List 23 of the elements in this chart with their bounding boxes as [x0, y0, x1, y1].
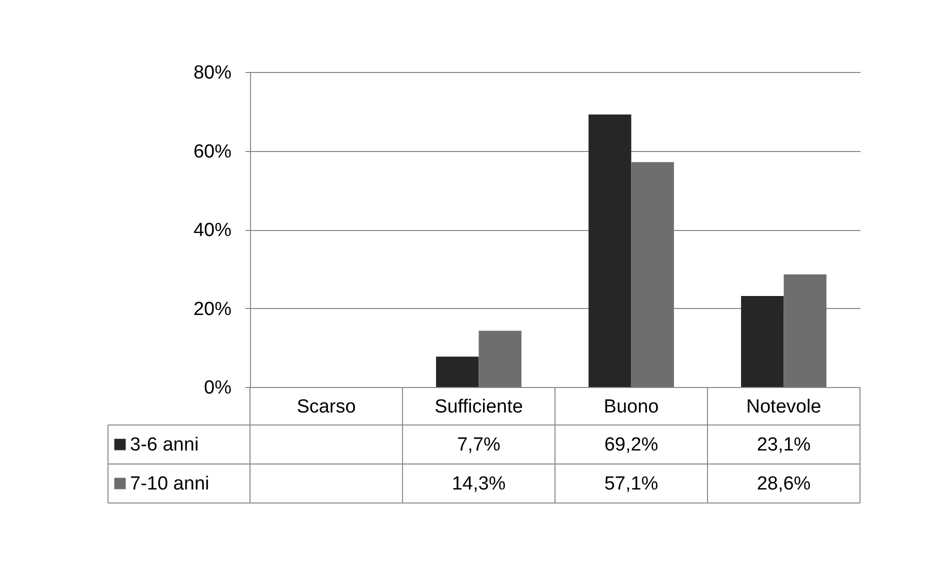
legend-label: 3-6 anni: [130, 434, 199, 456]
y-tick-label: 80%: [193, 62, 232, 84]
y-tick-label: 0%: [204, 378, 232, 398]
data-label: 57,1%: [604, 474, 658, 494]
x-tick-label: Buono: [604, 396, 659, 418]
y-tick-label: 20%: [193, 298, 232, 320]
data-label: 28,6%: [756, 474, 811, 494]
x-tick-label: Sufficiente: [434, 396, 523, 418]
data-label: 69,2%: [604, 434, 658, 456]
legend-label: 7-10 anni: [130, 474, 210, 494]
x-tick-label: Scarso: [296, 396, 356, 418]
data-label: 7,7%: [457, 434, 501, 456]
y-tick-label: 40%: [193, 220, 232, 241]
data-label: 14,3%: [452, 474, 506, 494]
bar: [741, 296, 784, 387]
bar: [631, 162, 674, 387]
bar: [478, 330, 522, 387]
bar: [588, 114, 632, 387]
x-tick-label: Notevole: [746, 396, 822, 418]
y-tick-label: 60%: [193, 141, 232, 162]
bar: [436, 356, 479, 387]
bar: [784, 274, 826, 387]
data-label: 23,1%: [756, 434, 811, 456]
